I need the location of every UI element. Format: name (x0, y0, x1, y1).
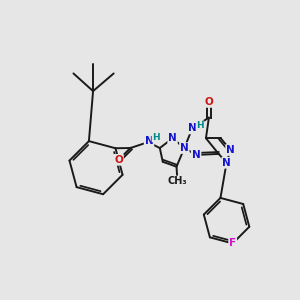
Text: N: N (188, 123, 197, 134)
Text: N: N (192, 150, 200, 160)
Text: N: N (168, 133, 177, 143)
Text: F: F (229, 238, 236, 248)
Text: H: H (152, 133, 160, 142)
Text: N: N (145, 136, 153, 146)
Text: N: N (222, 158, 231, 168)
Text: CH₃: CH₃ (168, 176, 187, 186)
Text: H: H (196, 121, 204, 130)
Text: N: N (226, 145, 235, 155)
Text: N: N (180, 143, 189, 153)
Text: O: O (205, 97, 213, 107)
Text: O: O (114, 155, 123, 165)
